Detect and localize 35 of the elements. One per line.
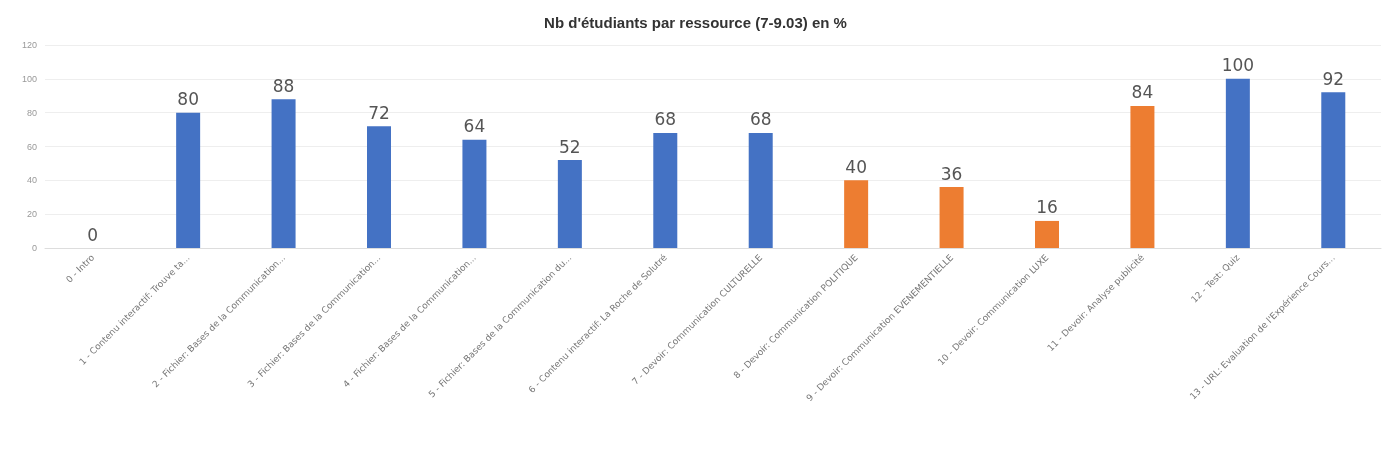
bar (653, 132, 678, 248)
bar (844, 180, 869, 248)
data-label: 16 (1036, 197, 1058, 218)
data-label: 100 (1221, 55, 1255, 76)
bar (1321, 92, 1346, 248)
y-tick-label: 40 (26, 175, 37, 186)
bar (748, 132, 773, 248)
bar (1225, 78, 1250, 248)
y-tick-label: 60 (26, 141, 37, 152)
data-label: 88 (272, 75, 295, 96)
data-label: 80 (177, 89, 199, 110)
bar (1035, 220, 1059, 248)
data-label: 36 (940, 163, 963, 184)
y-tick-label: 0 (31, 243, 37, 253)
data-label: 92 (1322, 68, 1345, 89)
bar (557, 160, 582, 248)
data-label: 40 (845, 156, 867, 177)
bar (1130, 105, 1155, 248)
data-label: 84 (1131, 82, 1154, 103)
bar (462, 139, 487, 248)
bar (939, 187, 964, 248)
y-tick-label: 80 (26, 107, 37, 118)
data-label: 64 (463, 116, 486, 137)
data-label: 68 (654, 109, 677, 130)
data-label: 52 (559, 136, 581, 157)
y-tick-label: 120 (21, 40, 37, 50)
data-label: 68 (749, 109, 772, 130)
bar (367, 126, 391, 248)
chart-title: Nb d'étudiants par ressource (7-9.03) en % (544, 14, 847, 31)
bar (271, 99, 296, 248)
y-tick-label: 20 (26, 209, 37, 220)
data-label: 0 (87, 224, 99, 245)
bar (176, 112, 201, 248)
y-tick-label: 100 (21, 73, 37, 84)
data-label: 72 (368, 102, 390, 123)
